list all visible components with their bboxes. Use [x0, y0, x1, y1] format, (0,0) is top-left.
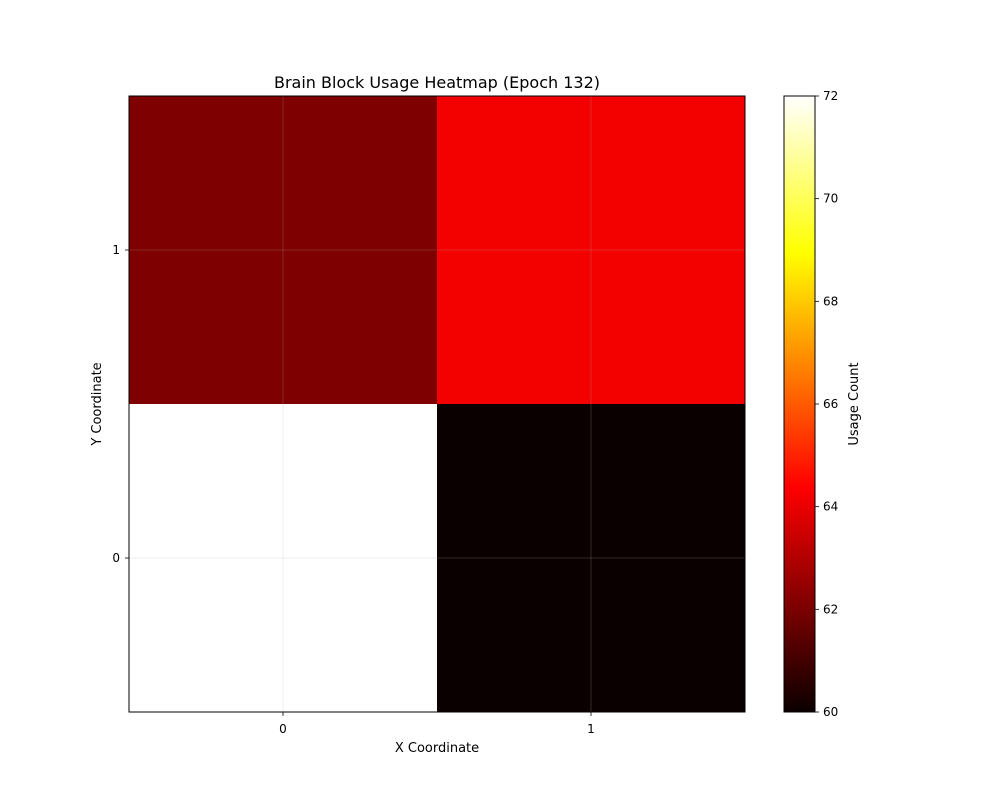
colorbar-tick-label: 64	[823, 500, 838, 514]
colorbar-tick-label: 72	[823, 89, 838, 103]
heatmap-cell	[437, 404, 745, 712]
chart-title: Brain Block Usage Heatmap (Epoch 132)	[274, 73, 600, 92]
y-axis-ticks: 01	[112, 243, 129, 565]
x-tick-label: 1	[587, 722, 595, 736]
y-tick-label: 0	[112, 551, 120, 565]
y-axis-label: Y Coordinate	[90, 362, 105, 446]
colorbar-label: Usage Count	[847, 362, 862, 445]
x-tick-label: 0	[279, 722, 287, 736]
heatmap-cell	[129, 404, 437, 712]
heatmap-cells	[129, 96, 745, 712]
colorbar-tick-label: 60	[823, 705, 838, 719]
heatmap-cell	[129, 96, 437, 404]
colorbar-tick-label: 62	[823, 602, 838, 616]
heatmap-cell	[437, 96, 745, 404]
colorbar-tick-label: 70	[823, 192, 838, 206]
y-tick-label: 1	[112, 243, 120, 257]
grid-lines	[129, 96, 745, 712]
colorbar-tick-label: 68	[823, 294, 838, 308]
colorbar	[783, 95, 816, 713]
x-axis-label: X Coordinate	[395, 741, 479, 756]
colorbar-tick-label: 66	[823, 397, 838, 411]
colorbar-ticks: 60 62 64 66 68 70 72	[815, 89, 838, 719]
plot-frame	[128, 95, 746, 713]
